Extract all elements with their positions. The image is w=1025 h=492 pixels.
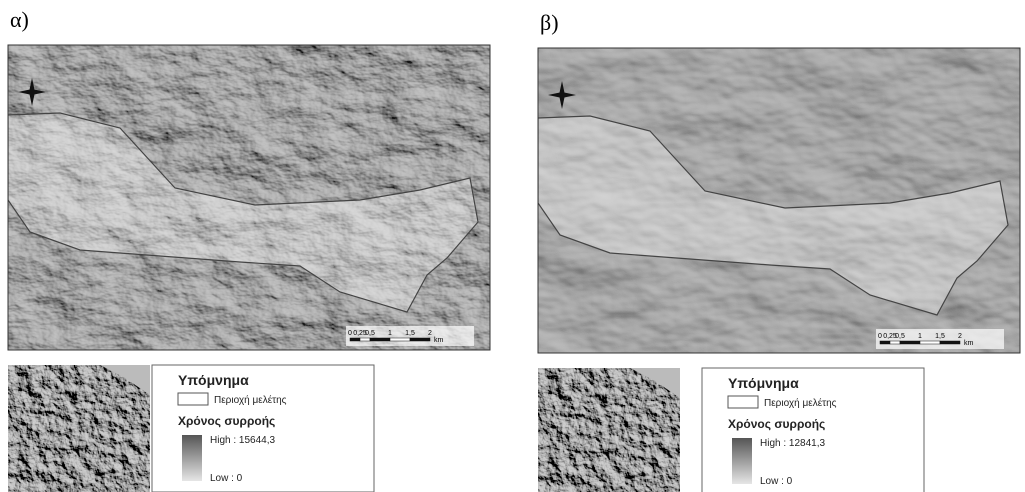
scale-tick: 2 (958, 333, 962, 340)
panel-label: α) (10, 7, 29, 32)
scale-unit: km (434, 337, 444, 344)
scale-tick: 1 (388, 330, 392, 337)
scale-segment (360, 338, 370, 341)
scale-tick: 0 (878, 333, 882, 340)
figure: α)00,250,511,52kmΥπόμνημαΠεριοχή μελέτης… (0, 0, 1025, 492)
scale-segment (900, 341, 920, 344)
ramp-low: Low : 0 (210, 473, 243, 484)
scale-segment (390, 338, 410, 341)
overview-map (538, 368, 680, 492)
legend: Υπόμνημα Περιοχή μελέτης Χρόνος συρροής Hig… (152, 365, 374, 492)
ramp-title: Χρόνος συρροής (728, 417, 825, 431)
boundary-swatch (178, 393, 208, 405)
ramp-low: Low : 0 (760, 476, 793, 487)
scale-segment (350, 338, 360, 341)
scale-segment (410, 338, 430, 341)
scale-tick: 1,5 (935, 333, 945, 340)
ramp-title: Χρόνος συρροής (178, 414, 275, 428)
overview-map (8, 365, 150, 492)
scale-segment (890, 341, 900, 344)
scale-segment (940, 341, 960, 344)
scale-segment (880, 341, 890, 344)
scale-tick: 0,5 (365, 330, 375, 337)
boundary-label: Περιοχή μελέτης (214, 394, 287, 406)
boundary-swatch (728, 396, 758, 408)
ramp-high: High : 12841,3 (760, 438, 825, 449)
legend: Υπόμνημα Περιοχή μελέτης Χρόνος συρροής Hig… (702, 368, 924, 492)
scale-tick: 0 (348, 330, 352, 337)
color-ramp (732, 438, 752, 484)
map (8, 45, 490, 350)
panel-label: β) (540, 10, 559, 35)
scale-tick: 1,5 (405, 330, 415, 337)
legend-title: Υπόμνημα (728, 375, 799, 391)
map (538, 48, 1020, 353)
ramp-high: High : 15644,3 (210, 435, 275, 446)
legend-title: Υπόμνημα (178, 372, 249, 388)
scale-tick: 2 (428, 330, 432, 337)
scale-segment (370, 338, 390, 341)
boundary-label: Περιοχή μελέτης (764, 397, 837, 409)
color-ramp (182, 435, 202, 481)
scale-unit: km (964, 340, 974, 347)
scale-segment (920, 341, 940, 344)
scale-tick: 1 (918, 333, 922, 340)
scale-tick: 0,5 (895, 333, 905, 340)
